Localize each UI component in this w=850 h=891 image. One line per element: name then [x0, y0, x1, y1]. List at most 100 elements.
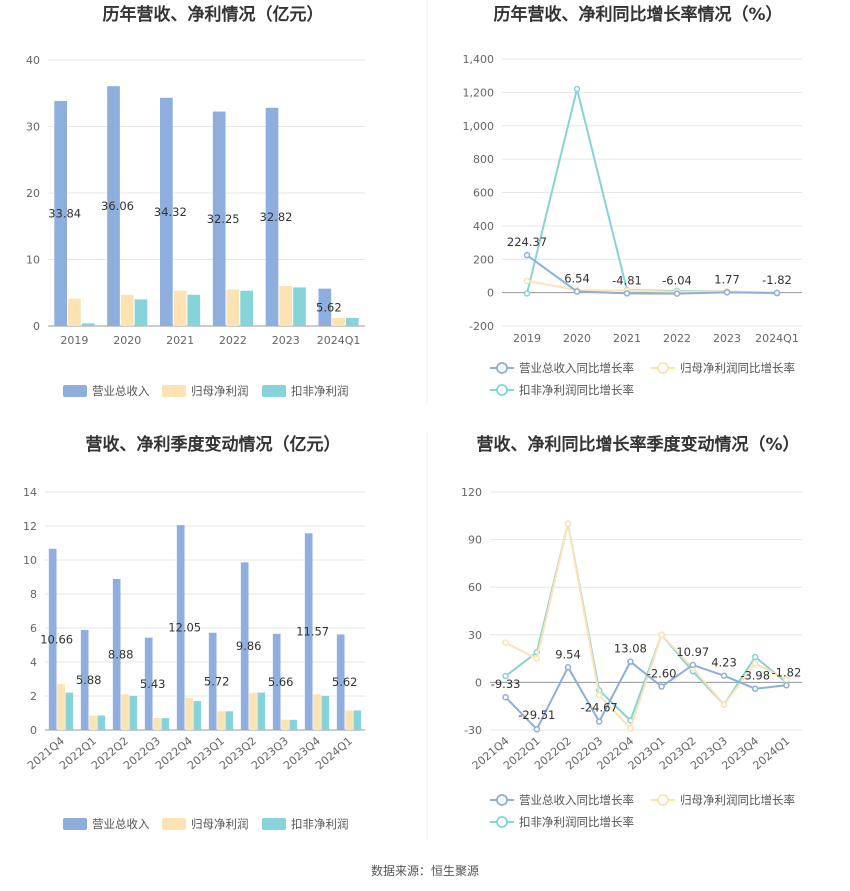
y-tick-label: 30	[468, 629, 482, 642]
series-point-0	[627, 658, 634, 665]
bar-0	[272, 633, 281, 730]
bar-0	[54, 100, 68, 327]
series-point-0	[689, 661, 697, 669]
bar-2	[345, 318, 359, 326]
bar-2	[97, 715, 106, 730]
legend-swatch	[262, 385, 286, 397]
bar-0	[212, 111, 226, 326]
series-point-0	[502, 693, 509, 701]
bar-data-label: 5.72	[204, 674, 230, 688]
x-tick-label: 2019	[513, 332, 541, 345]
chart-title: 历年营收、净利同比增长率情况（%）	[493, 4, 782, 25]
bar-1	[185, 697, 193, 730]
bar-data-label: 11.57	[296, 625, 329, 639]
series-point-0	[595, 718, 603, 725]
bar-2	[353, 710, 362, 730]
legend-swatch	[63, 385, 87, 397]
y-tick-label: 800	[473, 153, 494, 166]
bar-2	[134, 299, 148, 326]
x-tick-label: 2022	[219, 334, 247, 347]
line-data-label: -4.81	[612, 273, 642, 287]
bar-data-label: 33.84	[48, 206, 81, 220]
y-tick-label: -200	[469, 320, 494, 333]
bar-data-label: 9.86	[236, 639, 262, 653]
y-tick-label: 600	[473, 187, 494, 200]
y-tick-label: 200	[473, 253, 494, 266]
bar-1	[217, 711, 225, 730]
legend-swatch-marker	[657, 362, 669, 374]
x-tick-label: 2020	[113, 334, 141, 347]
bar-data-label: 10.66	[40, 632, 73, 646]
bar-2	[240, 290, 253, 326]
bar-0	[48, 548, 57, 730]
y-tick-label: 30	[26, 121, 40, 134]
series-point-1	[523, 277, 531, 285]
bar-1	[313, 694, 321, 730]
chart-title: 营收、净利同比增长率季度变动情况（%）	[476, 434, 799, 455]
series-point-1	[502, 639, 509, 646]
series-point-1	[751, 660, 759, 667]
line-data-label: -1.82	[772, 665, 802, 679]
series-point-0	[658, 683, 665, 690]
bar-data-label: 8.88	[108, 648, 134, 662]
legend-label: 归母净利润	[191, 817, 249, 831]
legend-swatch	[162, 818, 186, 830]
series-point-0	[773, 289, 781, 297]
legend-label: 归母净利润同比增长率	[680, 361, 795, 375]
bar-0	[107, 86, 120, 327]
bar-1	[281, 719, 289, 730]
legend-swatch	[63, 818, 87, 830]
y-tick-label: 120	[461, 486, 482, 499]
bar-2	[129, 696, 138, 730]
y-tick-label: 1,400	[463, 53, 495, 66]
bar-1	[332, 318, 345, 326]
legend-label: 归母净利润	[191, 384, 249, 398]
quarterly-growth-rate-line-chart: 营收、净利同比增长率季度变动情况（%）-3003060901202021Q420…	[461, 434, 802, 829]
bar-0	[240, 562, 249, 730]
series-point-0	[723, 289, 731, 296]
bar-2	[193, 701, 202, 730]
line-data-label: 6.54	[564, 272, 590, 286]
y-tick-label: 4	[30, 656, 37, 669]
legend-swatch-marker	[496, 384, 508, 396]
legend-label: 营业总收入同比增长率	[519, 793, 634, 807]
x-tick-label: 2021	[613, 332, 641, 345]
line-data-label: -2.60	[647, 667, 677, 681]
chart-title: 历年营收、净利情况（亿元）	[103, 4, 324, 25]
y-tick-label: 2	[30, 690, 37, 703]
series-point-1	[627, 725, 634, 732]
series-line-2	[526, 88, 778, 295]
bar-data-label: 32.25	[207, 212, 240, 226]
y-tick-label: 40	[26, 54, 40, 67]
series-point-1	[564, 520, 572, 527]
bar-0	[304, 533, 313, 730]
legend-label: 归母净利润同比增长率	[680, 793, 795, 807]
line-data-label: -24.67	[581, 701, 618, 715]
data-source-note: 数据来源：恒生聚源	[370, 864, 479, 878]
series-point-0	[720, 672, 728, 679]
y-tick-label: 12	[23, 520, 37, 533]
legend-label: 扣非净利润	[291, 817, 349, 831]
series-point-0	[751, 685, 759, 692]
bar-2	[225, 711, 234, 730]
legend-label: 扣非净利润同比增长率	[519, 815, 634, 829]
series-point-1	[720, 701, 728, 708]
bar-2	[257, 692, 266, 730]
series-line-2	[504, 523, 788, 723]
y-tick-label: 1,200	[463, 86, 495, 99]
bar-0	[265, 107, 279, 326]
bar-1	[120, 294, 134, 326]
bar-0	[176, 525, 185, 730]
series-point-2	[502, 672, 509, 680]
y-tick-label: 400	[473, 220, 494, 233]
series-point-0	[573, 288, 581, 295]
bar-data-label: 32.82	[260, 210, 293, 224]
x-tick-label: 2024Q1	[317, 334, 361, 347]
bar-1	[153, 718, 161, 730]
legend-swatch-marker	[496, 794, 508, 806]
bar-1	[89, 715, 97, 730]
bar-1	[279, 286, 293, 326]
legend-label: 营业总收入	[92, 384, 150, 398]
legend-label: 扣非净利润	[291, 384, 349, 398]
